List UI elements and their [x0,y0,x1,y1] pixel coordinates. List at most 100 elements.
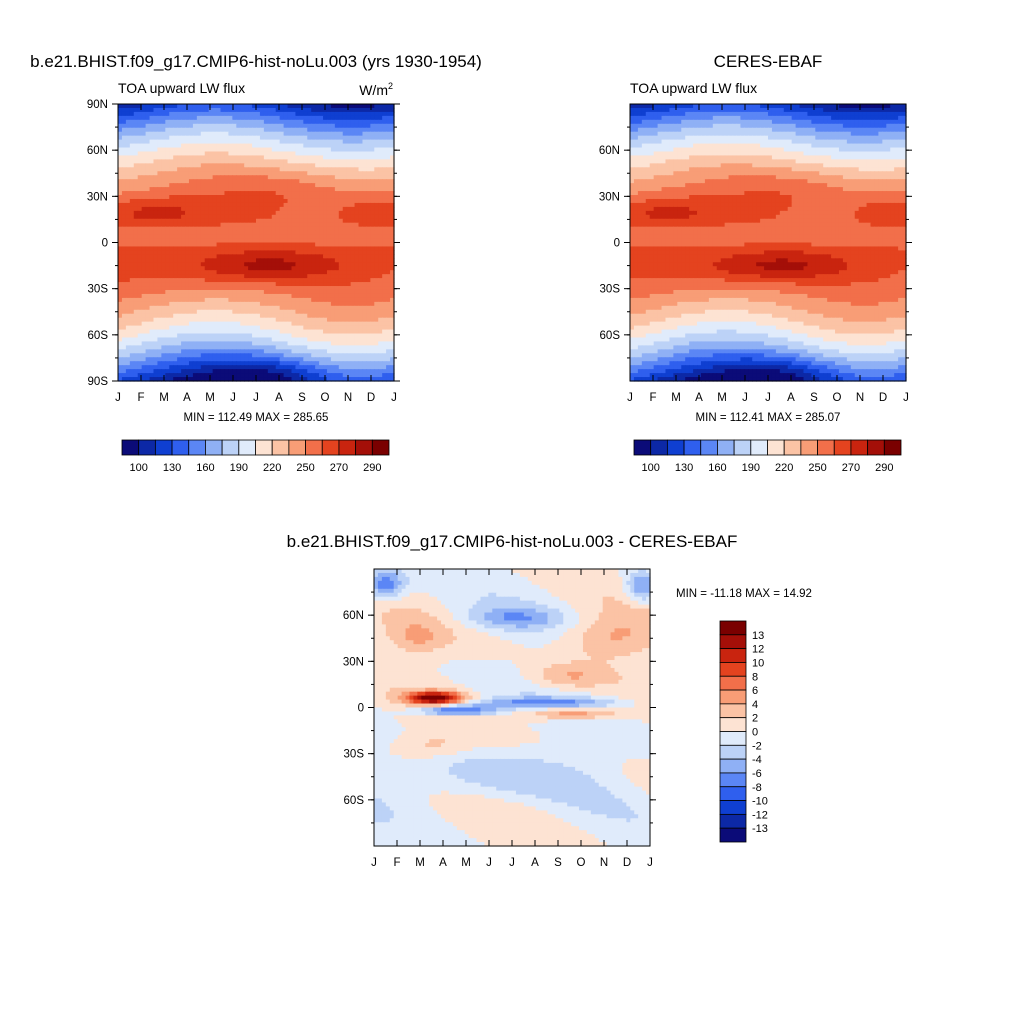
panel-model-cell [185,274,190,279]
panel-model-cell [275,210,281,216]
panel-model-cell [133,230,139,236]
panel-model-cell [129,187,135,192]
panel-model-cell [177,325,182,331]
panel-model-ytick-label: 90S [88,376,109,388]
panel-model-cell [342,115,348,121]
panel-model-cell [271,187,277,192]
panel-model-cell [319,155,324,160]
panel-model-cell [248,317,253,323]
panel-model-cell [145,206,151,212]
panel-model-cell [224,266,229,271]
panel-model-cell [252,187,257,192]
panel-model-cell [259,313,265,319]
panel-model-cell [220,155,226,160]
panel-model-cell [145,171,151,176]
panel-model-cell [208,286,214,291]
panel-model-cell [323,254,328,259]
panel-model-cell [196,250,202,255]
panel-model-cell [354,341,360,346]
panel-model-cell [279,286,285,291]
panel-model-cell [256,286,261,291]
panel-model-cell [137,337,143,343]
panel-model-cell [291,155,297,160]
panel-model-cell [346,333,352,339]
panel-model-cell [145,191,151,196]
panel-model-cell [275,305,281,311]
panel-model-cell [358,143,364,149]
panel-model-cell [366,210,371,216]
panel-model-cell [315,230,320,236]
panel-model-cell [319,242,324,248]
panel-model-cell [125,135,131,141]
panel-model-cell [145,159,151,164]
panel-model-cell [346,270,352,275]
panel-model-cell [275,321,281,327]
panel-model-cell [248,258,253,263]
panel-model-cell [121,353,127,358]
panel-model-cell [220,313,226,319]
panel-model-cell [259,115,265,121]
panel-model-cell [267,301,273,307]
panel-model-cell [129,270,135,275]
panel-model-cell [287,262,293,267]
panel-model-cell [121,377,127,382]
panel-model-cell [311,286,316,291]
panel-model-cell [346,254,352,259]
panel-model-cell [137,357,143,362]
panel-model-cell [382,262,387,267]
panel-model-cell [358,179,364,184]
panel-model-cell [248,107,253,113]
panel-model-cell [188,270,194,275]
panel-model-cell [323,270,328,275]
panel-model-cell [145,274,151,279]
panel-model-cell [141,341,147,346]
panel-model-cell [326,131,332,137]
panel-model-cell [129,191,135,196]
panel-model-cell [133,274,139,279]
panel-model-cell [121,278,127,283]
panel-model-cell [165,115,170,121]
panel-model-cell [390,377,395,382]
panel-model-cell [342,151,348,157]
panel-model-cell [267,183,273,188]
panel-model-cell [378,195,383,200]
panel-model-cell [291,254,297,259]
panel-model-cell [208,191,214,196]
panel-model-cell [354,345,360,350]
panel-model-cell [326,230,332,236]
panel-model-cell [346,119,352,125]
panel-model-cell [358,274,364,279]
panel-model-cell [137,107,143,113]
panel-model-cell [362,234,367,240]
panel-model-cell [303,187,308,192]
panel-model-cell [240,377,245,382]
panel-model-cell [252,226,257,232]
panel-model-cell [275,349,281,354]
panel-model-cell [263,242,269,248]
panel-model-cell [279,262,285,267]
panel-model-cell [149,345,155,350]
panel-model-cell [307,179,312,184]
panel-model-cell [319,214,324,220]
panel-model-cell [129,159,135,164]
panel-model-cell [374,377,379,382]
panel-model-cell [378,198,383,204]
panel-model-cell [244,226,249,232]
panel-model-cell [200,151,206,157]
panel-model-cell [326,206,332,212]
panel-model-cell [133,282,139,287]
panel-model-cell [137,345,143,350]
panel-model-cell [216,119,222,125]
panel-model-cell [248,175,253,180]
panel-model-cell [307,297,312,303]
panel-model-cell [173,329,178,335]
panel-model-cell [228,369,233,374]
panel-model-cell [228,258,233,263]
panel-model-cell [173,218,178,224]
panel-model-cell [141,111,147,117]
panel-model-cell [275,214,281,220]
panel-model-cell [232,282,237,287]
panel-model-cell [212,333,218,339]
panel-model-cell [311,246,316,252]
panel-model-cell [259,131,265,137]
